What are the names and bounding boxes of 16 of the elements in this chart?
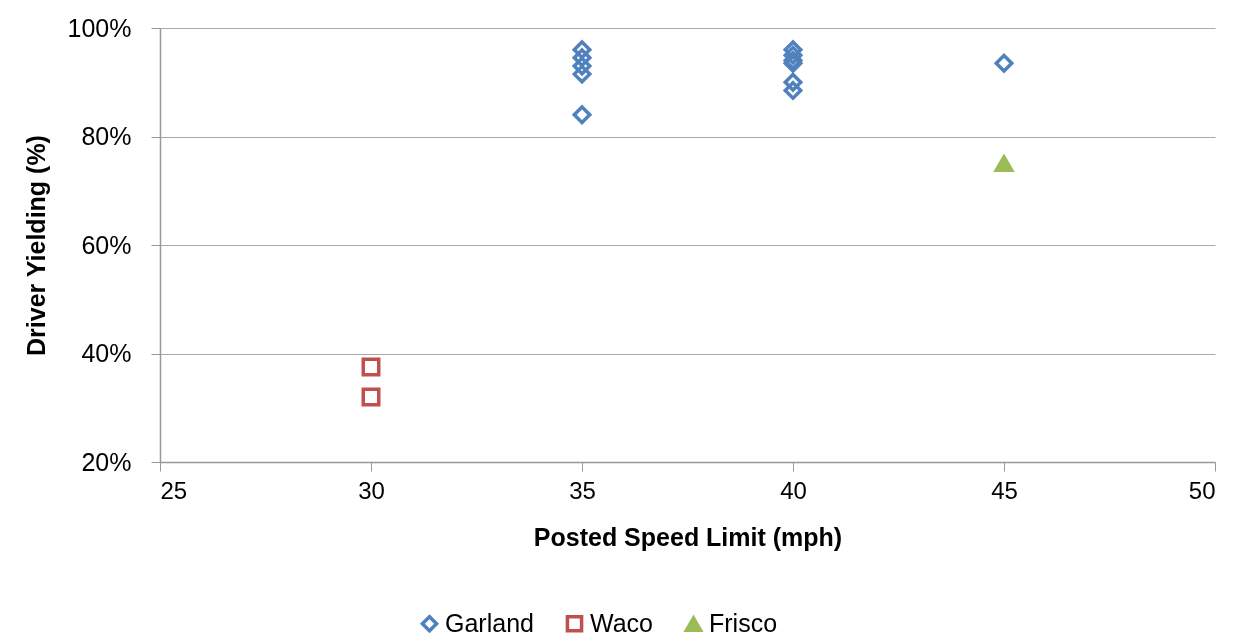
x-tick-label: 30 [358, 476, 385, 504]
x-tick-label: 35 [569, 476, 596, 504]
x-tick-label: 45 [991, 476, 1018, 504]
y-tick-label: 40% [81, 339, 132, 367]
legend-label: Frisco [709, 609, 778, 637]
y-tick-label: 100% [67, 13, 132, 42]
x-tick-label: 50 [1188, 476, 1216, 504]
y-tick-label: 80% [81, 122, 132, 150]
y-tick-label: 20% [81, 447, 132, 476]
x-axis-title: Posted Speed Limit (mph) [533, 522, 843, 551]
legend-label: Waco [590, 608, 653, 637]
x-tick-label: 40 [780, 476, 807, 504]
y-axis-title: Driver Yielding (%) [21, 135, 50, 356]
y-tick-label: 60% [81, 230, 132, 259]
legend-label: Garland [445, 608, 534, 637]
x-tick-label: 25 [160, 476, 188, 504]
